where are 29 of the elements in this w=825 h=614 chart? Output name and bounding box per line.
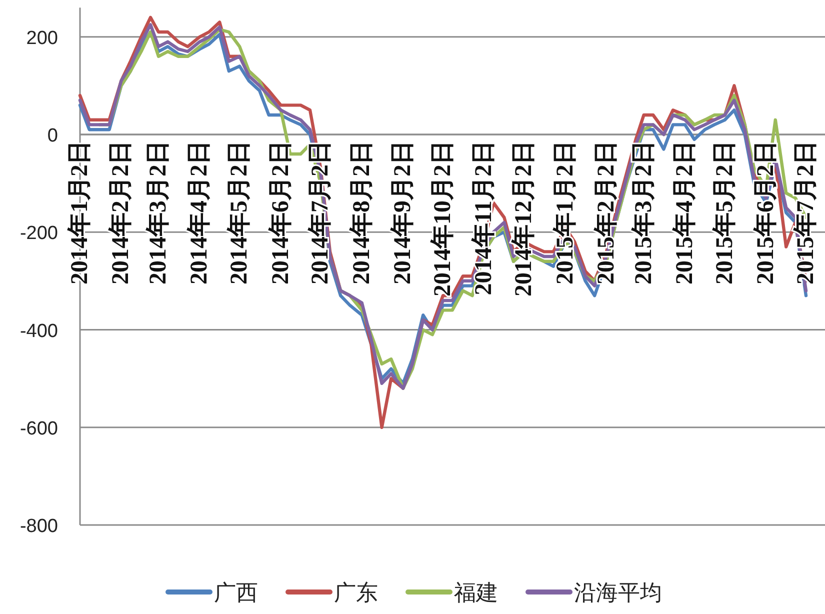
y-tick-label: -400 bbox=[20, 320, 58, 342]
x-tick-label: 2014年2月2日 bbox=[107, 140, 134, 285]
x-tick-label: 2014年9月2日 bbox=[389, 140, 416, 285]
x-tick-label: 2015年3月2日 bbox=[630, 140, 657, 285]
x-tick-label: 2015年6月2日 bbox=[752, 140, 780, 285]
x-tick-label: 2015年5月2日 bbox=[710, 140, 738, 285]
y-tick-label: 200 bbox=[26, 28, 58, 49]
x-tick-label: 2014年11月2日 bbox=[470, 140, 498, 296]
x-tick-label: 2014年5月2日 bbox=[226, 140, 253, 285]
x-tick-label: 2014年4月2日 bbox=[186, 140, 213, 285]
x-tick-label: 2015年1月2日 bbox=[551, 140, 578, 285]
y-tick-label: -600 bbox=[20, 418, 58, 440]
y-tick-label: -200 bbox=[20, 223, 58, 244]
x-tick-label: 2015年7月2日 bbox=[792, 140, 819, 285]
x-tick-label: 2014年6月2日 bbox=[266, 140, 294, 285]
y-tick-label: -800 bbox=[20, 516, 58, 537]
legend-label: 福建 bbox=[454, 581, 498, 606]
x-tick-label: 2014年8月2日 bbox=[348, 140, 375, 285]
y-tick-label: 0 bbox=[47, 126, 58, 147]
legend-label: 广东 bbox=[334, 581, 378, 606]
x-tick-label: 2014年3月2日 bbox=[144, 140, 172, 285]
x-tick-label: 2015年2月2日 bbox=[592, 140, 620, 285]
x-tick-label: 2014年1月2日 bbox=[66, 140, 93, 285]
x-tick-label: 2014年7月2日 bbox=[306, 140, 334, 285]
x-tick-label: 2015年4月2日 bbox=[671, 140, 698, 285]
x-tick-label: 2014年12月2日 bbox=[510, 140, 538, 297]
legend-label: 沿海平均 bbox=[574, 581, 662, 606]
x-tick-label: 2014年10月2日 bbox=[429, 140, 456, 297]
legend-label: 广西 bbox=[214, 581, 258, 606]
